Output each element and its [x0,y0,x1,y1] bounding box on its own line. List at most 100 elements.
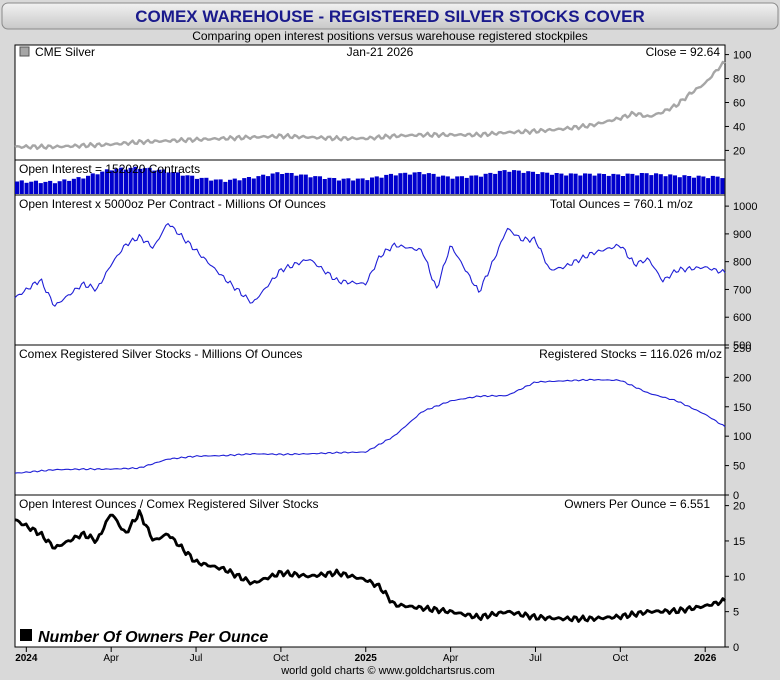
open-interest-bar [246,177,252,194]
open-interest-bar [62,179,67,194]
open-interest-bar [327,177,332,194]
open-interest-bar [559,173,564,194]
open-interest-bar [355,178,360,194]
open-interest-bar [521,172,526,194]
registered-stocks-line [14,378,726,474]
open-interest-bar [412,172,417,194]
open-interest-bar [308,177,313,194]
open-interest-bar [464,177,469,194]
open-interest-bar [625,173,630,194]
open-interest-bar [407,174,413,194]
open-interest-bar [86,175,91,194]
open-interest-bar [601,174,607,194]
open-interest-bar [138,168,143,194]
open-interest-bar [592,175,597,194]
open-interest-bar [663,176,668,194]
open-interest-bar [691,177,697,194]
open-interest-bar [166,172,171,194]
registered-stocks-value: Registered Stocks = 116.026 m/oz [539,347,722,361]
owners-panel [14,494,726,648]
owners-legend-label: Number Of Owners Per Ounce [38,629,268,646]
open-interest-bar [360,178,365,194]
open-interest-bar [398,173,403,194]
open-interest-bar [218,179,223,194]
open-interest-bar [478,176,484,194]
open-interest-bar [237,180,242,194]
open-interest-bar [710,175,715,194]
open-interest-bar [436,176,441,194]
total-ounces-line [14,223,726,307]
open-interest-bar [445,176,450,194]
silver-y-tick-label: 20 [733,145,745,157]
open-interest-bar [256,176,261,194]
open-interest-bar [483,173,488,194]
open-interest-bar [696,175,701,194]
open-interest-bar [630,173,635,194]
open-interest-bar [497,170,502,194]
open-interest-bar [190,175,195,194]
open-interest-bar [639,173,644,194]
registered-stocks-y-tick-label: 50 [733,461,745,473]
owners-legend-swatch [20,629,32,641]
registered-stocks-y-tick-label: 250 [733,343,751,355]
x-tick-label: Oct [613,653,629,664]
open-interest-bars [15,166,725,194]
owners-per-ounce-series [14,509,726,623]
open-interest-bar [175,172,181,194]
x-axis-ticks: 2024 Apr Jul Oct 2025 Apr Jul Oct 2026 [15,647,717,664]
open-interest-bar [322,179,327,194]
open-interest-bar [635,175,640,194]
open-interest-bar [379,177,384,194]
open-interest-bar [606,175,611,194]
open-interest-bar [57,181,62,194]
open-interest-bar [33,180,39,194]
open-interest-bar [507,171,512,194]
open-interest-bar [332,178,337,194]
open-interest-bar [564,175,569,194]
silver-y-tick-label: 60 [733,98,745,110]
open-interest-bar [128,167,133,194]
open-interest-bar [616,174,621,194]
registered-stocks-y-tick-label: 200 [733,372,751,384]
x-tick-label: Jul [190,653,203,664]
silver-y-tick-label: 80 [733,74,745,86]
silver-y-tick-label: 40 [733,121,745,133]
open-interest-bar [152,170,157,194]
open-interest-bar [687,176,692,194]
x-tick-label: Apr [443,653,459,664]
open-interest-bar [81,178,86,194]
open-interest-bar [52,183,58,194]
open-interest-bar [644,173,649,194]
open-interest-bar [441,175,446,194]
owners-per-ounce-line [14,509,726,623]
open-interest-bar [29,181,34,194]
open-interest-bar [284,172,289,194]
open-interest-bar [157,169,162,194]
open-interest-bar [213,179,218,194]
silver-series-label: CME Silver [35,45,95,59]
total-ounces-y-tick-label: 700 [733,284,751,296]
open-interest-bar [109,170,114,194]
x-tick-label: Jul [529,653,542,664]
open-interest-bar [147,167,152,194]
open-interest-bar [161,169,166,194]
open-interest-bar [299,174,304,194]
open-interest-label: Open Interest = 152020 Contracts [19,162,200,176]
open-interest-bar [232,178,237,194]
open-interest-bar [15,181,20,194]
open-interest-bar [270,173,275,194]
open-interest-bar [554,173,559,194]
registered-stocks-series [14,378,726,474]
open-interest-bar [265,176,271,194]
open-interest-bar [341,178,346,194]
x-tick-label: 2026 [694,653,717,664]
open-interest-bar [587,173,592,194]
total-ounces-y-tick-label: 1000 [733,201,757,213]
registered-stocks-y-tick-label: 150 [733,402,751,414]
open-interest-bar [426,173,431,194]
x-tick-label: 2025 [355,653,378,664]
open-interest-bar [275,172,280,194]
total-ounces-y-tick-label: 900 [733,229,751,241]
open-interest-bar [199,177,204,194]
